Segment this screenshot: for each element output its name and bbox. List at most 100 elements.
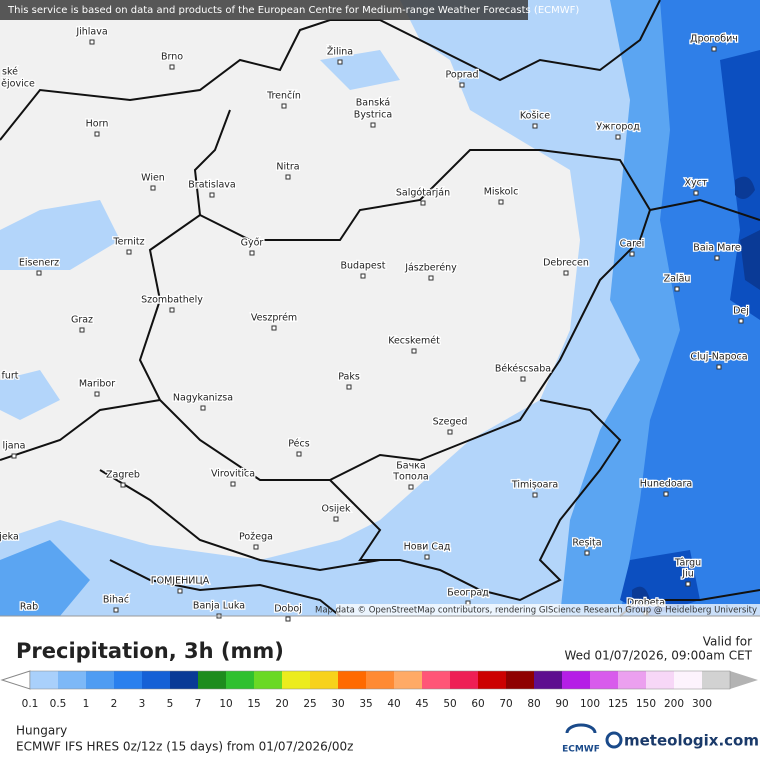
place-label: ГОМЈЕНИЦА: [151, 576, 210, 587]
place-label: Brno: [161, 52, 183, 63]
legend-swatch: [114, 671, 143, 689]
legend-swatch: [198, 671, 227, 689]
legend-tick-label: 150: [636, 698, 656, 710]
place-dot: [629, 251, 635, 257]
legend-tick-label: 125: [608, 698, 628, 710]
legend-swatch: [226, 671, 255, 689]
place-dot: [498, 199, 504, 205]
precip-heavy: [620, 50, 760, 616]
place-label: Budapest: [341, 261, 386, 272]
legend-swatch: [506, 671, 535, 689]
place-label: Graz: [71, 315, 93, 326]
legend-swatch: [394, 671, 423, 689]
legend-above: [730, 671, 758, 689]
place-dot: [296, 451, 302, 457]
precip-strong: [620, 0, 760, 616]
meteologix-logo: meteologix.com: [605, 731, 759, 750]
borders: [0, 0, 760, 617]
place-dot: [532, 492, 538, 498]
place-label: Eisenerz: [19, 258, 59, 269]
place-dot: [408, 484, 414, 490]
place-dot: [428, 275, 434, 281]
place-dot: [711, 46, 717, 52]
ecmwf-logo: ECMWF: [562, 723, 600, 755]
legend-tick-label: 0.1: [22, 698, 39, 710]
legend-swatch: [86, 671, 115, 689]
place-label: Virovitica: [211, 469, 255, 480]
place-dot: [520, 376, 526, 382]
legend-tick-label: 70: [499, 698, 512, 710]
place-label: Bihać: [103, 595, 129, 606]
region: Hungary: [16, 724, 67, 738]
place-dot: [150, 185, 156, 191]
valid-time: Wed 01/07/2026, 09:00am CET: [565, 649, 753, 663]
place-label: Хуст: [685, 178, 708, 189]
place-label: Maribor: [79, 379, 115, 390]
place-dot: [79, 327, 85, 333]
legend-swatch: [170, 671, 199, 689]
place-dot: [716, 364, 722, 370]
legend-tick-label: 80: [527, 698, 540, 710]
legend-tick-label: 15: [247, 698, 260, 710]
legend-tick-label: 2: [111, 698, 118, 710]
place-dot: [738, 318, 744, 324]
place-dot: [674, 286, 680, 292]
legend-swatch: [478, 671, 507, 689]
place-dot: [360, 273, 366, 279]
place-dot: [584, 550, 590, 556]
place-dot: [563, 270, 569, 276]
place-label: ljana: [3, 441, 26, 452]
place-dot: [333, 516, 339, 522]
legend-tick-label: 10: [219, 698, 232, 710]
place-dot: [337, 59, 343, 65]
place-dot: [615, 134, 621, 140]
place-label: Cluj-Napoca: [690, 352, 747, 363]
place-label: Baia Mare: [693, 243, 741, 254]
place-dot: [281, 103, 287, 109]
place-label: Horn: [86, 119, 109, 130]
place-label: Banja Luka: [193, 601, 245, 612]
place-dot: [94, 391, 100, 397]
place-dot: [113, 607, 119, 613]
place-label: Дрогобич: [690, 34, 738, 45]
place-label: Požega: [239, 532, 273, 543]
place-dot: [120, 482, 126, 488]
legend-swatch: [674, 671, 703, 689]
place-label: ské: [2, 67, 18, 78]
place-label: Reșița: [572, 538, 601, 549]
legend-tick-label: 20: [275, 698, 288, 710]
legend-tick-label: 90: [555, 698, 568, 710]
legend-tick-label: 35: [359, 698, 372, 710]
legend-swatch: [58, 671, 87, 689]
place-dot: [459, 82, 465, 88]
place-dot: [36, 270, 42, 276]
place-dot: [271, 325, 277, 331]
legend-swatch: [562, 671, 591, 689]
place-dot: [230, 481, 236, 487]
place-dot: [424, 554, 430, 560]
legend-tick-label: 0.5: [50, 698, 67, 710]
place-dot: [420, 200, 426, 206]
place-label: Нови Сад: [404, 542, 451, 553]
place-label: Szeged: [433, 417, 468, 428]
place-label: Zalău: [664, 274, 691, 285]
place-dot: [126, 249, 132, 255]
places: Jihlava Brno Žilina Poprad Дрогобич skéějovic…: [0, 25, 750, 622]
legend: 0.1 0.5 1 2 3 5 7 10 15 20 25 30 35 40 45 50 60 70 80 90 100…: [0, 670, 758, 710]
legend-tick-label: 200: [664, 698, 684, 710]
place-label: Топола: [392, 472, 429, 483]
place-dot: [169, 307, 175, 313]
place-label: Београд: [447, 588, 489, 599]
place-label: Ternitz: [112, 237, 144, 248]
place-dot: [249, 250, 255, 256]
legend-tick-label: 100: [580, 698, 600, 710]
place-label: Paks: [338, 372, 360, 383]
place-label: Wien: [141, 173, 165, 184]
place-label: Zagreb: [106, 470, 140, 481]
place-dot: [532, 123, 538, 129]
place-label: Nitra: [276, 162, 299, 173]
place-dot: [714, 255, 720, 261]
place-label: Rab: [20, 602, 38, 613]
place-label: Ужгород: [596, 122, 640, 133]
legend-swatch: [142, 671, 171, 689]
